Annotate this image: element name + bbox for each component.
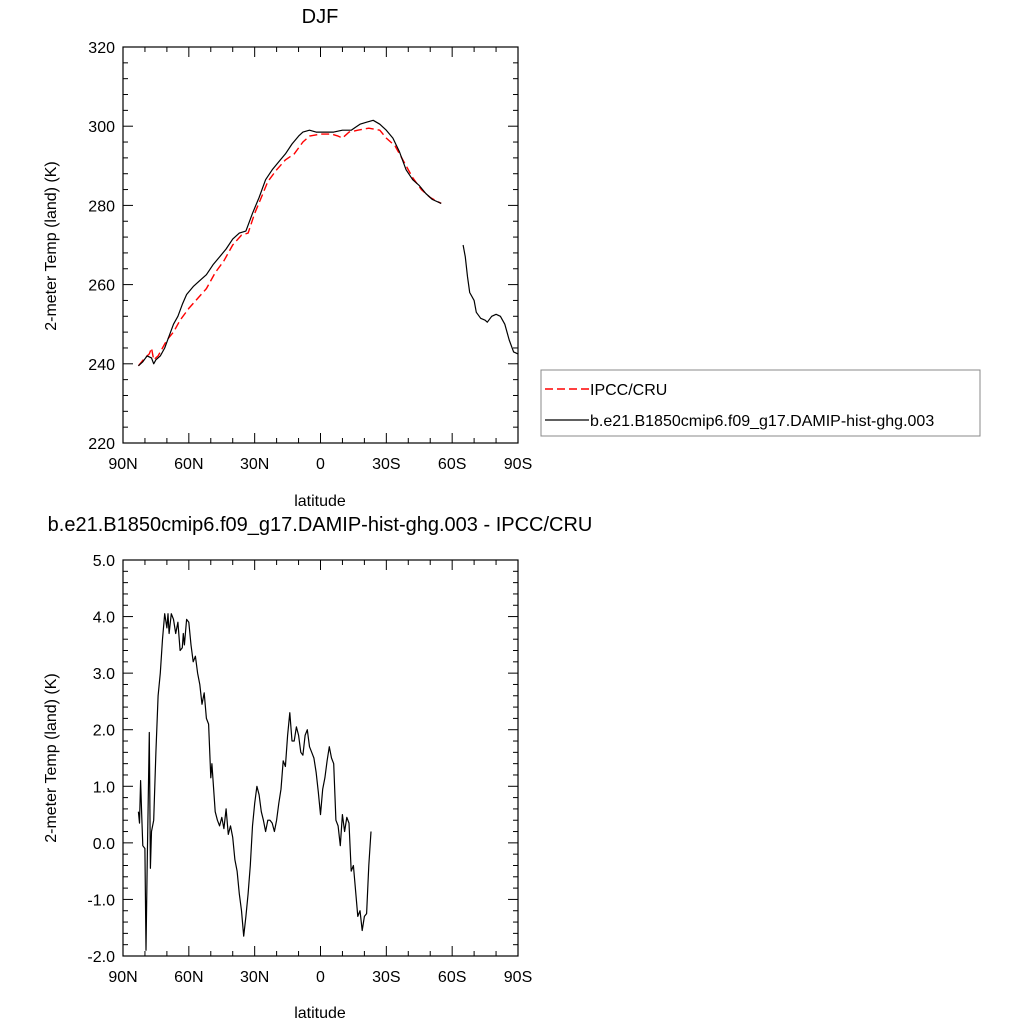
- series-line-0-segment-0: [137, 613, 372, 951]
- legend-label-ipcc-cru: IPCC/CRU: [590, 382, 667, 399]
- chart-bottom-xlabel: latitude: [294, 1005, 346, 1022]
- chart-top-title: DJF: [302, 6, 339, 28]
- x-tick-label: 60N: [174, 456, 203, 473]
- x-tick-label: 30N: [240, 456, 269, 473]
- y-tick-label: 220: [88, 436, 115, 453]
- y-tick-label: 3.0: [93, 666, 115, 683]
- y-tick-label: -2.0: [87, 949, 115, 966]
- series-line-1-segment-0: [137, 119, 442, 367]
- chart-bottom: b.e21.B1850cmip6.f09_g17.DAMIP-hist-ghg.…: [43, 514, 592, 1022]
- x-tick-label: 0: [316, 969, 325, 986]
- y-tick-label: 0.0: [93, 836, 115, 853]
- x-tick-label: 90N: [108, 456, 137, 473]
- y-tick-label: 320: [88, 40, 115, 57]
- chart-top-xlabel: latitude: [294, 493, 346, 510]
- chart-bottom-plot: 90N 60N 30N 0 30S 60S 90S -2.0 -1.0 0.0 1.0 2.0 3.0 4…: [87, 553, 532, 986]
- x-tick-label: 30S: [372, 456, 400, 473]
- x-tick-label: 90N: [108, 969, 137, 986]
- chart-top: DJF 90N 60N 30N 0 30S 60S 90S 220 240 260 280 300 32…: [43, 6, 532, 510]
- y-tick-label: 4.0: [93, 610, 115, 627]
- x-tick-label: 30N: [240, 969, 269, 986]
- chart-bottom-title: b.e21.B1850cmip6.f09_g17.DAMIP-hist-ghg.…: [48, 514, 593, 536]
- x-tick-label: 90S: [504, 456, 532, 473]
- x-tick-label: 60N: [174, 969, 203, 986]
- x-tick-label: 60S: [438, 456, 466, 473]
- x-tick-label: 30S: [372, 969, 400, 986]
- plot-frame: [122, 46, 519, 444]
- legend-label-model: b.e21.B1850cmip6.f09_g17.DAMIP-hist-ghg.…: [590, 413, 934, 430]
- y-tick-label: 5.0: [93, 553, 115, 570]
- chart-top-plot: 90N 60N 30N 0 30S 60S 90S 220 240 260 280 300 320: [88, 40, 532, 473]
- y-tick-label: 240: [88, 357, 115, 374]
- x-tick-label: 90S: [504, 969, 532, 986]
- y-tick-label: 2.0: [93, 723, 115, 740]
- y-tick-label: 260: [88, 278, 115, 295]
- chart-bottom-ylabel: 2-meter Temp (land) (K): [43, 673, 60, 843]
- chart-top-ylabel: 2-meter Temp (land) (K): [43, 161, 60, 331]
- y-tick-label: -1.0: [87, 892, 115, 909]
- y-tick-label: 1.0: [93, 779, 115, 796]
- series-line-1-segment-1: [462, 244, 519, 355]
- x-tick-label: 0: [316, 456, 325, 473]
- legend-box: [540, 369, 981, 437]
- x-tick-label: 60S: [438, 969, 466, 986]
- plot-frame: [122, 559, 519, 957]
- y-tick-label: 300: [88, 119, 115, 136]
- y-tick-label: 280: [88, 198, 115, 215]
- series-line-0-segment-0: [137, 127, 442, 367]
- chart-top-legend: IPCC/CRU b.e21.B1850cmip6.f09_g17.DAMIP-…: [540, 369, 981, 437]
